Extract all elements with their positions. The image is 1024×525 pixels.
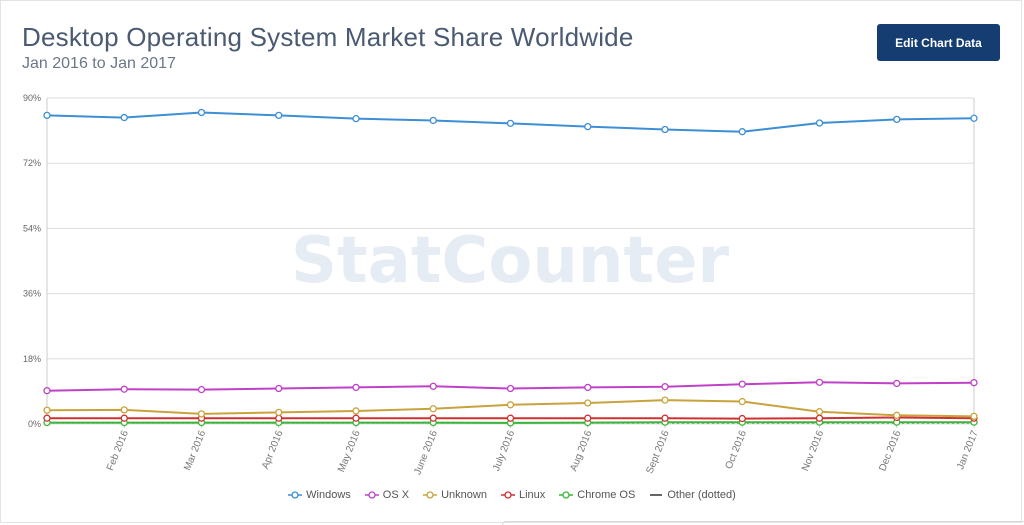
data-point-unknown[interactable] bbox=[352, 407, 360, 415]
legend-line-icon bbox=[650, 494, 663, 496]
data-point-os-x[interactable] bbox=[970, 379, 978, 387]
data-point-windows[interactable] bbox=[738, 128, 746, 136]
data-point-unknown[interactable] bbox=[970, 412, 978, 421]
data-point-windows[interactable] bbox=[661, 125, 669, 134]
x-tick-label: Mar 2016 bbox=[182, 429, 208, 473]
data-point-unknown[interactable] bbox=[429, 405, 437, 413]
data-point-unknown[interactable] bbox=[506, 401, 515, 409]
x-tick-label: Apr 2016 bbox=[260, 429, 286, 471]
x-tick-label: Aug 2016 bbox=[568, 429, 594, 473]
chart-legend: Windows OS X Unknown Linux Chrome OS Other (d… bbox=[0, 486, 1024, 504]
legend-label: Unknown bbox=[441, 489, 487, 501]
data-point-unknown[interactable] bbox=[893, 411, 901, 419]
data-point-os-x[interactable] bbox=[506, 384, 515, 393]
legend-item-other-dotted[interactable]: Other (dotted) bbox=[649, 489, 736, 501]
y-tick-label: 0% bbox=[28, 419, 41, 429]
y-axis: 0% 18% 36% 54% 72% 90% bbox=[23, 93, 41, 429]
data-point-windows[interactable] bbox=[584, 122, 592, 131]
data-point-linux[interactable] bbox=[661, 414, 669, 422]
data-point-os-x[interactable] bbox=[893, 379, 901, 388]
data-point-windows[interactable] bbox=[970, 114, 978, 122]
legend-item-os-x[interactable]: OS X bbox=[364, 489, 410, 501]
data-point-windows[interactable] bbox=[275, 111, 283, 120]
y-tick-label: 18% bbox=[23, 354, 41, 364]
x-axis: Feb 2016 Mar 2016 Apr 2016 May 2016 June 201… bbox=[105, 424, 981, 476]
data-point-linux[interactable] bbox=[815, 414, 824, 422]
data-point-os-x[interactable] bbox=[429, 382, 437, 390]
data-point-unknown[interactable] bbox=[197, 410, 206, 418]
data-point-unknown[interactable] bbox=[584, 399, 592, 407]
line-chart: StatCounter 0% 18% 36% 54% 72% 90% Feb 2016 Ma… bbox=[23, 93, 981, 476]
data-point-linux[interactable] bbox=[120, 414, 128, 422]
data-point-windows[interactable] bbox=[815, 119, 824, 127]
data-point-os-x[interactable] bbox=[352, 383, 360, 392]
x-tick-label: Oct 2016 bbox=[724, 429, 750, 471]
data-point-os-x[interactable] bbox=[584, 383, 592, 392]
legend-marker-icon bbox=[500, 491, 515, 499]
data-point-unknown[interactable] bbox=[43, 406, 51, 414]
legend-marker-icon bbox=[423, 491, 438, 499]
legend-label: Windows bbox=[306, 489, 351, 501]
data-point-windows[interactable] bbox=[197, 108, 206, 117]
legend-marker-icon bbox=[559, 491, 574, 499]
chart-subtitle: Jan 2016 to Jan 2017 bbox=[22, 55, 176, 72]
data-point-os-x[interactable] bbox=[43, 387, 51, 395]
data-point-linux[interactable] bbox=[352, 414, 360, 422]
data-point-unknown[interactable] bbox=[815, 408, 824, 416]
watermark-text: StatCounter bbox=[291, 224, 730, 298]
data-point-windows[interactable] bbox=[893, 115, 901, 124]
y-tick-label: 36% bbox=[23, 289, 41, 299]
x-tick-label: July 2016 bbox=[491, 429, 517, 473]
y-tick-label: 72% bbox=[23, 158, 41, 168]
y-tick-label: 54% bbox=[23, 223, 41, 233]
legend-marker-icon bbox=[288, 491, 303, 499]
data-point-windows[interactable] bbox=[506, 119, 515, 128]
legend-marker-icon bbox=[364, 491, 379, 499]
chart-series bbox=[43, 108, 978, 427]
legend-label: Other (dotted) bbox=[667, 489, 736, 501]
data-point-linux[interactable] bbox=[275, 414, 283, 422]
data-point-os-x[interactable] bbox=[197, 385, 206, 394]
data-point-unknown[interactable] bbox=[661, 396, 669, 404]
data-point-linux[interactable] bbox=[584, 414, 592, 422]
data-point-windows[interactable] bbox=[43, 111, 51, 120]
x-tick-label: Sept 2016 bbox=[644, 429, 671, 476]
statcounter-watermark: StatCounter bbox=[291, 224, 730, 298]
x-tick-label: June 2016 bbox=[412, 429, 440, 477]
y-tick-label: 90% bbox=[23, 93, 41, 103]
data-point-windows[interactable] bbox=[429, 116, 437, 125]
data-point-unknown[interactable] bbox=[275, 408, 283, 417]
x-tick-label: May 2016 bbox=[336, 429, 363, 474]
data-point-os-x[interactable] bbox=[661, 383, 669, 391]
x-tick-label: Jan 2017 bbox=[955, 429, 981, 472]
legend-item-linux[interactable]: Linux bbox=[500, 489, 546, 501]
legend-label: Linux bbox=[518, 489, 546, 501]
legend-item-unknown[interactable]: Unknown bbox=[423, 489, 487, 501]
data-point-linux[interactable] bbox=[43, 414, 51, 422]
data-point-linux[interactable] bbox=[506, 414, 515, 422]
data-point-windows[interactable] bbox=[352, 114, 360, 123]
data-point-unknown[interactable] bbox=[738, 397, 746, 406]
legend-label: Chrome OS bbox=[577, 489, 636, 501]
data-point-linux[interactable] bbox=[738, 414, 746, 423]
data-point-unknown[interactable] bbox=[120, 406, 128, 414]
data-point-os-x[interactable] bbox=[815, 378, 824, 386]
bottom-panel-edge bbox=[502, 521, 1024, 525]
legend-item-windows[interactable]: Windows bbox=[288, 489, 351, 501]
x-tick-label: Nov 2016 bbox=[800, 429, 826, 473]
data-point-os-x[interactable] bbox=[738, 380, 746, 388]
x-tick-label: Feb 2016 bbox=[105, 429, 131, 473]
x-tick-label: Dec 2016 bbox=[877, 429, 903, 473]
legend-label: OS X bbox=[382, 489, 410, 501]
chart-title: Desktop Operating System Market Share Wo… bbox=[22, 22, 634, 52]
edit-chart-data-button[interactable]: Edit Chart Data bbox=[877, 24, 1000, 61]
data-point-linux[interactable] bbox=[429, 414, 437, 422]
legend-item-chrome-os[interactable]: Chrome OS bbox=[559, 489, 635, 501]
data-point-os-x[interactable] bbox=[120, 385, 128, 393]
data-point-windows[interactable] bbox=[120, 113, 128, 122]
data-point-os-x[interactable] bbox=[275, 384, 283, 393]
